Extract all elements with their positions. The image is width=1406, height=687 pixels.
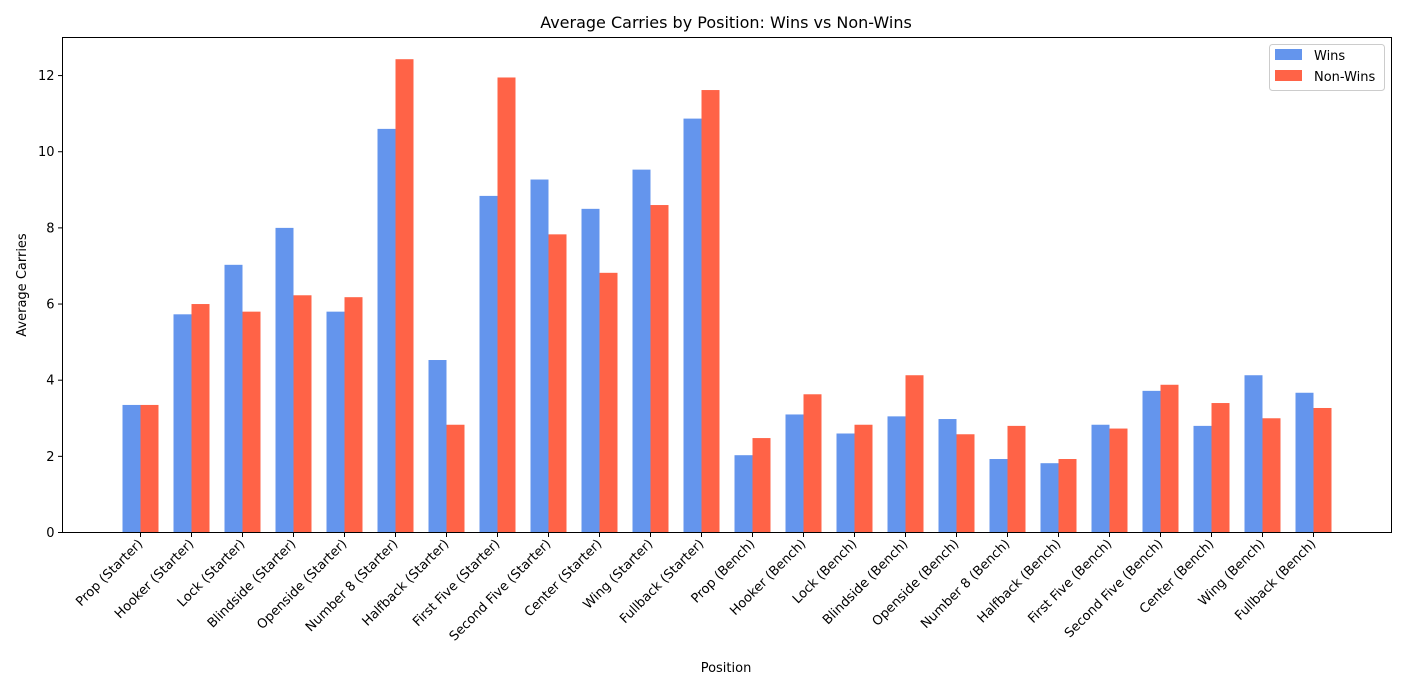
bar-non-wins-first-five-bench (1109, 428, 1128, 533)
bar-wins-wing-bench (1244, 375, 1263, 533)
chart-title: Average Carries by Position: Wins vs Non… (540, 13, 912, 32)
bar-non-wins-prop-bench (752, 438, 771, 533)
bar-non-wins-halfback-bench (1058, 459, 1077, 533)
bar-non-wins-second-five-bench (1160, 384, 1179, 533)
plot-frame (62, 37, 1392, 533)
bar-wins-blindside-bench (887, 416, 906, 533)
bar-wins-number-8-starter (377, 128, 396, 533)
bar-non-wins-wing-bench (1262, 418, 1281, 533)
y-tick-label: 4 (46, 374, 54, 389)
bar-non-wins-openside-starter (344, 297, 363, 533)
legend-swatch-non-wins (1275, 70, 1302, 81)
bar-non-wins-wing-starter (650, 205, 669, 533)
bar-non-wins-fullback-starter (701, 90, 720, 533)
bar-non-wins-lock-bench (854, 424, 873, 533)
bar-wins-wing-starter (632, 169, 651, 533)
bar-wins-lock-starter (224, 264, 243, 533)
x-tick-label-blindside-starter: Blindside (Starter) (205, 537, 300, 632)
bar-wins-blindside-starter (275, 227, 294, 533)
bar-wins-center-starter (581, 208, 600, 533)
bar-non-wins-center-starter (599, 272, 618, 533)
x-tick-label-blindside-bench: Blindside (Bench) (820, 537, 911, 628)
bar-non-wins-first-five-starter (497, 77, 516, 533)
legend: Wins Non-Wins (1269, 44, 1385, 91)
y-tick-label: 2 (46, 450, 54, 465)
x-tick-label-openside-bench: Openside (Bench) (870, 537, 963, 630)
bar-wins-halfback-starter (428, 360, 447, 533)
x-tick-label-second-five-starter: Second Five (Starter) (447, 537, 555, 645)
bar-wins-fullback-starter (683, 118, 702, 533)
bar-wins-first-five-bench (1091, 424, 1110, 533)
bar-non-wins-second-five-starter (548, 234, 567, 533)
y-tick-label: 8 (46, 221, 54, 236)
x-tick-label-number-8-bench: Number 8 (Bench) (918, 537, 1013, 632)
bar-non-wins-hooker-starter (191, 304, 210, 533)
bar-wins-lock-bench (836, 433, 855, 533)
y-axis-label: Average Carries (15, 233, 30, 337)
bar-wins-second-five-bench (1142, 390, 1161, 533)
y-tick-label: 0 (46, 526, 54, 541)
x-axis-label: Position (701, 661, 752, 676)
bar-wins-number-8-bench (989, 459, 1008, 533)
y-tick-label: 12 (38, 69, 55, 84)
bar-non-wins-prop-starter (140, 404, 159, 533)
bar-wins-halfback-bench (1040, 463, 1059, 533)
bar-wins-prop-bench (734, 455, 753, 533)
bar-non-wins-number-8-bench (1007, 425, 1026, 533)
bar-wins-openside-bench (938, 419, 957, 533)
bar-wins-second-five-starter (530, 179, 549, 533)
legend-swatch-wins (1275, 49, 1302, 60)
legend-label-wins: Wins (1314, 49, 1345, 64)
bar-non-wins-fullback-bench (1313, 407, 1332, 533)
bar-non-wins-number-8-starter (395, 59, 414, 533)
x-tick-label-openside-starter: Openside (Starter) (254, 537, 350, 633)
bar-non-wins-halfback-starter (446, 424, 465, 533)
bar-wins-first-five-starter (479, 195, 498, 533)
bar-non-wins-openside-bench (956, 434, 975, 533)
bar-wins-openside-starter (326, 311, 345, 533)
bar-wins-hooker-bench (785, 414, 804, 533)
bar-non-wins-center-bench (1211, 403, 1230, 533)
x-tick-label-fullback-starter: Fullback (Starter) (617, 537, 707, 627)
x-tick-label-first-five-starter: First Five (Starter) (410, 537, 503, 630)
bar-non-wins-blindside-bench (905, 375, 924, 533)
bar-wins-prop-starter (122, 404, 141, 533)
y-axis: 0 2 4 6 8 10 12 (38, 69, 63, 541)
y-tick-label: 10 (38, 145, 55, 160)
bars-group (122, 59, 1332, 533)
bar-non-wins-hooker-bench (803, 394, 822, 533)
bar-wins-hooker-starter (173, 314, 192, 533)
bar-wins-fullback-bench (1295, 392, 1314, 533)
bar-non-wins-lock-starter (242, 311, 261, 533)
bar-non-wins-blindside-starter (293, 295, 312, 533)
x-axis: Prop (Starter)Hooker (Starter)Lock (Star… (73, 532, 1319, 645)
legend-label-non-wins: Non-Wins (1314, 70, 1376, 85)
x-tick-label-second-five-bench: Second Five (Bench) (1062, 537, 1166, 641)
bar-wins-center-bench (1193, 425, 1212, 533)
x-tick-label-halfback-starter: Halfback (Starter) (360, 537, 453, 630)
x-tick-label-number-8-starter: Number 8 (Starter) (303, 537, 401, 635)
y-tick-label: 6 (46, 298, 54, 313)
